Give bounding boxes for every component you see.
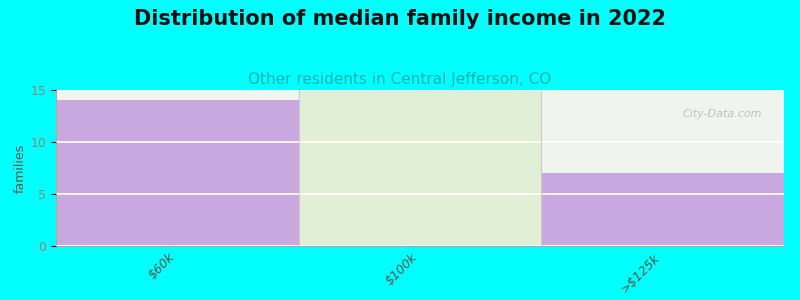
Y-axis label: families: families — [14, 143, 26, 193]
Bar — [56, 100, 298, 246]
Bar — [542, 90, 784, 246]
Bar — [542, 173, 784, 246]
Text: Other residents in Central Jefferson, CO: Other residents in Central Jefferson, CO — [248, 72, 552, 87]
Text: Distribution of median family income in 2022: Distribution of median family income in … — [134, 9, 666, 29]
Text: City-Data.com: City-Data.com — [682, 109, 762, 119]
Bar — [298, 90, 542, 246]
